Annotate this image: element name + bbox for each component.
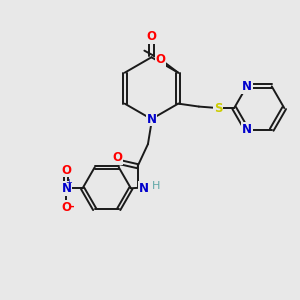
Text: N: N: [242, 80, 252, 93]
Text: N: N: [242, 123, 252, 136]
Text: O: O: [146, 30, 157, 43]
Text: O: O: [156, 53, 166, 66]
Text: N: N: [61, 182, 71, 195]
Text: N: N: [139, 182, 149, 195]
Text: -: -: [69, 202, 74, 212]
Text: N: N: [146, 112, 157, 126]
Text: O: O: [61, 164, 71, 176]
Text: H: H: [152, 181, 160, 191]
Text: S: S: [214, 101, 222, 115]
Text: +: +: [65, 178, 72, 187]
Text: O: O: [112, 152, 122, 164]
Text: O: O: [61, 201, 71, 214]
